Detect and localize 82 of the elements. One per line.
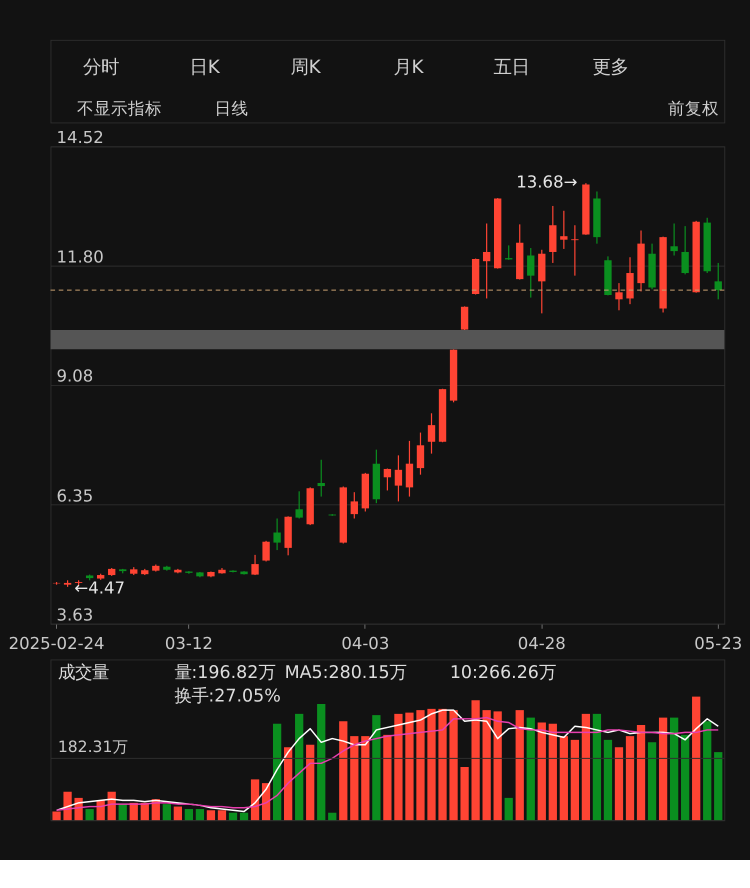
bar bbox=[339, 721, 348, 820]
text: 10:266.26万 bbox=[450, 662, 556, 683]
bar bbox=[196, 809, 204, 820]
text: MA5:280.15万 bbox=[284, 662, 407, 683]
bar bbox=[174, 806, 182, 820]
x-tick-label: 05-23 bbox=[694, 634, 742, 653]
bar bbox=[471, 700, 480, 820]
bar bbox=[548, 724, 557, 820]
bar bbox=[703, 721, 712, 820]
bar bbox=[206, 810, 216, 820]
bar bbox=[184, 809, 194, 820]
bar bbox=[218, 810, 226, 820]
x-tick-label: 2025-02-24 bbox=[8, 634, 105, 653]
y-tick-label: 9.08 bbox=[56, 366, 94, 386]
annotation: ←4.47 bbox=[74, 578, 125, 598]
bar bbox=[372, 715, 380, 820]
annotation: 换手:27.05% bbox=[174, 686, 281, 707]
bar bbox=[648, 742, 656, 820]
bar bbox=[328, 812, 336, 820]
bar bbox=[405, 712, 414, 820]
bar bbox=[526, 718, 535, 820]
bar bbox=[692, 696, 700, 820]
bar bbox=[604, 740, 612, 820]
text: 日线 bbox=[214, 99, 248, 118]
bar bbox=[306, 744, 314, 820]
bar bbox=[427, 708, 436, 820]
bar bbox=[383, 734, 392, 820]
text: 成交量 bbox=[58, 662, 109, 683]
text: 分时 bbox=[82, 56, 119, 78]
bar bbox=[295, 714, 304, 820]
bar bbox=[614, 747, 624, 820]
text: 周K bbox=[290, 56, 322, 78]
bar bbox=[284, 747, 292, 820]
bar bbox=[516, 710, 524, 820]
bar bbox=[118, 804, 127, 820]
text: 月K bbox=[393, 56, 424, 78]
bar bbox=[240, 812, 248, 820]
bar bbox=[394, 714, 403, 820]
text: 前复权 bbox=[668, 99, 719, 118]
bar bbox=[636, 724, 646, 820]
x-tick-label: 04-28 bbox=[518, 634, 566, 653]
bar bbox=[86, 809, 94, 820]
bar bbox=[449, 710, 458, 820]
x-tick-label: 04-03 bbox=[341, 634, 390, 653]
bar bbox=[162, 804, 171, 820]
bar bbox=[416, 710, 425, 820]
text: 五日 bbox=[493, 56, 530, 78]
x-tick-label: 03-12 bbox=[164, 634, 213, 653]
text: 日K bbox=[190, 56, 221, 78]
y-tick-label: 3.63 bbox=[56, 605, 94, 624]
bar bbox=[582, 714, 590, 820]
annotation: 13.68→ bbox=[516, 172, 578, 192]
bar bbox=[658, 718, 668, 820]
text: 量:196.82万 bbox=[174, 662, 276, 683]
bar bbox=[438, 708, 447, 820]
bar bbox=[130, 802, 138, 820]
bar bbox=[570, 740, 579, 820]
y-tick-label: 6.35 bbox=[56, 486, 94, 506]
text: 更多 bbox=[592, 56, 628, 78]
bar bbox=[538, 722, 546, 820]
y-tick-label: 11.80 bbox=[56, 247, 104, 266]
bar bbox=[626, 736, 634, 820]
bar bbox=[317, 704, 326, 820]
bar bbox=[350, 736, 358, 820]
bar bbox=[460, 767, 469, 820]
bar bbox=[140, 802, 149, 820]
bar bbox=[52, 811, 61, 820]
bar bbox=[482, 710, 491, 820]
bar bbox=[504, 798, 513, 820]
bar bbox=[494, 711, 502, 820]
y-tick-label: 14.52 bbox=[56, 128, 104, 148]
bar bbox=[560, 736, 568, 820]
bar bbox=[681, 734, 690, 820]
bar bbox=[228, 812, 238, 820]
bar bbox=[714, 752, 722, 820]
bar bbox=[272, 724, 282, 820]
bar bbox=[592, 714, 602, 820]
ref-line-label: 182.31万 bbox=[58, 738, 128, 756]
bar bbox=[108, 792, 116, 820]
bar bbox=[361, 736, 370, 820]
bar bbox=[670, 718, 678, 820]
text: 不显示指标 bbox=[76, 99, 162, 118]
